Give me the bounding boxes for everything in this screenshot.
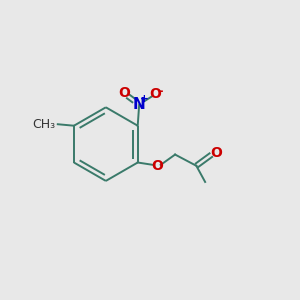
Text: N: N (133, 97, 146, 112)
Text: -: - (158, 85, 163, 98)
Text: O: O (118, 86, 130, 100)
Text: CH₃: CH₃ (32, 118, 56, 131)
Text: O: O (149, 87, 161, 101)
Text: O: O (151, 159, 163, 173)
Text: +: + (140, 94, 148, 103)
Text: O: O (210, 146, 222, 160)
